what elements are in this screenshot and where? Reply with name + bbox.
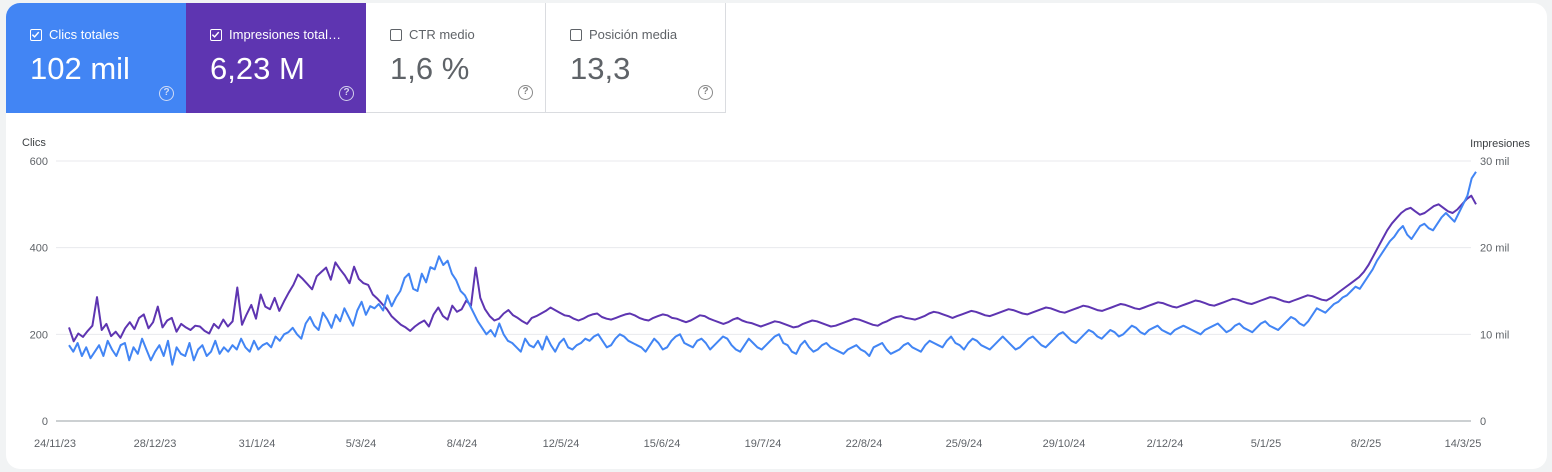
- x-axis-tick-label: 5/1/25: [1251, 438, 1282, 450]
- help-icon[interactable]: ?: [159, 86, 174, 101]
- metric-header: Posición media: [570, 27, 677, 42]
- metric-value: 102 mil: [30, 51, 130, 86]
- x-axis-tick-label: 29/10/24: [1043, 438, 1086, 450]
- help-icon[interactable]: ?: [698, 85, 713, 100]
- right-axis-title: Impresiones: [1470, 138, 1530, 150]
- left-axis-tick-label: 400: [30, 243, 48, 255]
- metric-value: 1,6 %: [390, 51, 470, 86]
- series-line-clicks: [68, 171, 1477, 366]
- left-axis-tick-label: 600: [30, 156, 48, 168]
- right-axis-tick-label: 0: [1480, 416, 1486, 428]
- metric-card-average-position[interactable]: Posición media 13,3 ?: [546, 3, 726, 113]
- chart-lines: [68, 171, 1477, 366]
- x-axis-tick-label: 14/3/25: [1445, 438, 1482, 450]
- metric-header: CTR medio: [390, 27, 475, 42]
- metric-header: Impresiones total…: [210, 27, 341, 42]
- metric-card-total-impressions[interactable]: Impresiones total… 6,23 M ?: [186, 3, 366, 113]
- performance-panel: Clics totales 102 mil ? Impresiones tota…: [6, 3, 1547, 469]
- metric-header: Clics totales: [30, 27, 119, 42]
- performance-chart: 0 0 200 10 mil 400 20 mil 600 30 mil Clics Impres…: [22, 137, 1530, 450]
- x-axis-tick-label: 28/12/23: [134, 438, 177, 450]
- checkbox-unchecked-icon[interactable]: [570, 28, 582, 41]
- right-axis-tick-label: 20 mil: [1480, 243, 1509, 255]
- x-axis-tick-label: 8/4/24: [447, 438, 478, 450]
- x-axis-tick-label: 19/7/24: [745, 438, 782, 450]
- x-axis-tick-label: 25/9/24: [946, 438, 983, 450]
- metric-value: 13,3: [570, 51, 631, 86]
- help-icon[interactable]: ?: [518, 85, 533, 100]
- checkbox-checked-icon[interactable]: [30, 28, 42, 41]
- x-axis-tick-label: 5/3/24: [346, 438, 377, 450]
- left-axis-tick-label: 0: [42, 416, 48, 428]
- right-axis-tick-label: 10 mil: [1480, 329, 1509, 341]
- x-axis-tick-label: 24/11/23: [34, 438, 76, 450]
- right-axis-tick-label: 30 mil: [1480, 156, 1509, 168]
- series-line-impressions: [68, 194, 1477, 343]
- metric-card-total-clicks[interactable]: Clics totales 102 mil ?: [6, 3, 186, 113]
- metric-card-average-ctr[interactable]: CTR medio 1,6 % ?: [366, 3, 546, 113]
- left-axis-tick-label: 200: [30, 329, 48, 341]
- x-axis-tick-label: 31/1/24: [239, 438, 276, 450]
- metric-value: 6,23 M: [210, 51, 305, 86]
- metric-cards: Clics totales 102 mil ? Impresiones tota…: [6, 3, 726, 113]
- help-icon[interactable]: ?: [339, 86, 354, 101]
- x-axis-tick-label: 22/8/24: [846, 438, 883, 450]
- chart-grid: [56, 160, 1471, 422]
- checkbox-checked-icon[interactable]: [210, 28, 222, 41]
- x-axis-tick-label: 12/5/24: [543, 438, 580, 450]
- x-axis-tick-label: 15/6/24: [644, 438, 681, 450]
- checkbox-unchecked-icon[interactable]: [390, 28, 402, 41]
- left-axis-title: Clics: [22, 137, 46, 149]
- x-axis-tick-label: 8/2/25: [1351, 438, 1382, 450]
- x-axis-tick-label: 2/12/24: [1147, 438, 1184, 450]
- chart-labels: 0 0 200 10 mil 400 20 mil 600 30 mil Clics Impres…: [22, 137, 1530, 450]
